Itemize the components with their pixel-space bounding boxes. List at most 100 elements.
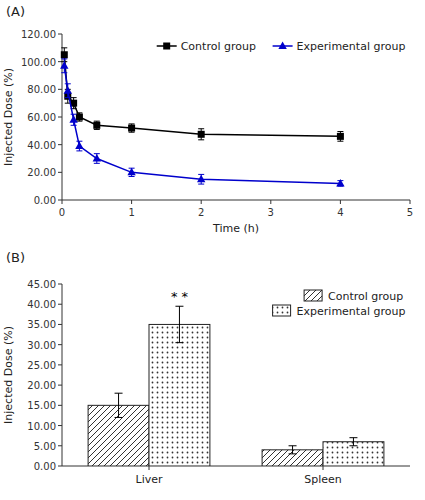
x-tick-label: 3 — [268, 207, 274, 218]
x-tick-label: 5 — [407, 207, 413, 218]
x-tick — [149, 466, 150, 470]
y-tick — [58, 200, 62, 201]
panel-a: (A) 0.00 20.00 40.00 60.00 80.00 100.00 120.00 I… — [2, 4, 413, 235]
x-tick — [340, 200, 341, 204]
y-tick — [58, 385, 62, 386]
marker — [93, 154, 101, 162]
x-tick-label: 0 — [59, 207, 65, 218]
error-bar — [198, 129, 204, 140]
x-tick-label: 1 — [128, 207, 134, 218]
legend: Control group Experimental group — [273, 290, 406, 318]
y-tick — [58, 117, 62, 118]
y-axis-label: Injected Dose (%) — [2, 326, 15, 424]
category-label: Liver — [136, 473, 163, 486]
panel-title: (A) — [6, 4, 25, 19]
marker — [163, 43, 170, 50]
marker — [336, 179, 344, 187]
y-tick-label: 35.00 — [27, 319, 56, 330]
y-tick-label: 45.00 — [27, 279, 56, 290]
y-tick-label: 5.00 — [34, 441, 56, 452]
y-tick — [58, 364, 62, 365]
y-tick — [58, 89, 62, 90]
y-tick — [58, 344, 62, 345]
panel-title: (B) — [6, 250, 25, 265]
plot-area — [60, 48, 345, 187]
panel-b: (B) 0.00 5.00 10.00 15.00 20.00 25.00 30.00 35.0… — [2, 250, 410, 486]
y-tick — [58, 405, 62, 406]
marker — [278, 42, 286, 50]
legend-label: Control group — [328, 290, 403, 303]
marker — [337, 133, 344, 140]
y-tick-label: 30.00 — [27, 340, 56, 351]
marker — [75, 142, 83, 150]
marker — [69, 115, 77, 123]
y-tick — [58, 34, 62, 35]
y-axis-label: Injected Dose (%) — [2, 68, 15, 166]
series-line — [64, 66, 340, 184]
x-tick — [131, 200, 132, 204]
y-tick-label: 20.00 — [27, 167, 56, 178]
marker — [64, 86, 72, 94]
y-tick — [58, 324, 62, 325]
y-tick-label: 20.00 — [27, 380, 56, 391]
marker — [127, 168, 135, 176]
y-tick-label: 0.00 — [34, 461, 56, 472]
x-axis-line — [62, 200, 410, 201]
y-tick-label: 40.00 — [27, 299, 56, 310]
marker — [198, 131, 205, 138]
error-bar — [175, 306, 183, 342]
x-tick-label: 2 — [198, 207, 204, 218]
legend: Control group Experimental group — [157, 40, 406, 53]
annotation: * * — [171, 289, 189, 304]
x-tick-label: 4 — [337, 207, 343, 218]
y-tick — [58, 172, 62, 173]
legend-label: Control group — [181, 40, 256, 53]
series — [149, 324, 384, 466]
marker — [60, 61, 68, 69]
error-bar — [115, 393, 123, 417]
marker — [93, 122, 100, 129]
legend-label: Experimental group — [297, 40, 406, 53]
legend-swatch — [304, 290, 322, 301]
x-tick — [323, 466, 324, 470]
y-tick — [58, 425, 62, 426]
plot-area — [88, 306, 384, 466]
marker — [128, 125, 135, 132]
y-tick-label: 25.00 — [27, 360, 56, 371]
y-tick-label: 80.00 — [27, 84, 56, 95]
y-tick — [58, 304, 62, 305]
error-bar — [337, 132, 343, 142]
marker — [76, 114, 83, 121]
x-axis-label: Time (h) — [212, 222, 259, 235]
category-label: Spleen — [304, 473, 342, 486]
error-bar — [289, 446, 297, 454]
y-tick-label: 60.00 — [27, 112, 56, 123]
y-tick-label: 120.00 — [21, 29, 56, 40]
error-bar — [94, 121, 100, 129]
x-tick — [410, 200, 411, 204]
y-tick-label: 0.00 — [34, 195, 56, 206]
y-tick-label: 10.00 — [27, 421, 56, 432]
x-tick — [270, 200, 271, 204]
x-tick — [201, 200, 202, 204]
marker — [197, 175, 205, 183]
y-tick-label: 15.00 — [27, 400, 56, 411]
error-bar — [129, 124, 135, 132]
y-tick — [58, 445, 62, 446]
y-tick-label: 40.00 — [27, 140, 56, 151]
chart-svg: (A)0.0020.0040.0060.0080.00100.00120.00I… — [0, 0, 425, 500]
bar — [149, 324, 210, 466]
series-line — [64, 55, 340, 137]
error-bar — [76, 113, 82, 121]
y-tick — [58, 284, 62, 285]
legend-label: Experimental group — [297, 305, 406, 318]
x-tick — [62, 200, 63, 204]
y-tick — [58, 144, 62, 145]
marker — [61, 51, 68, 58]
series — [61, 48, 344, 141]
y-axis-line — [62, 284, 63, 466]
y-tick — [58, 466, 62, 467]
legend-swatch — [273, 305, 291, 316]
error-bar — [349, 438, 357, 446]
y-tick-label: 100.00 — [21, 57, 56, 68]
